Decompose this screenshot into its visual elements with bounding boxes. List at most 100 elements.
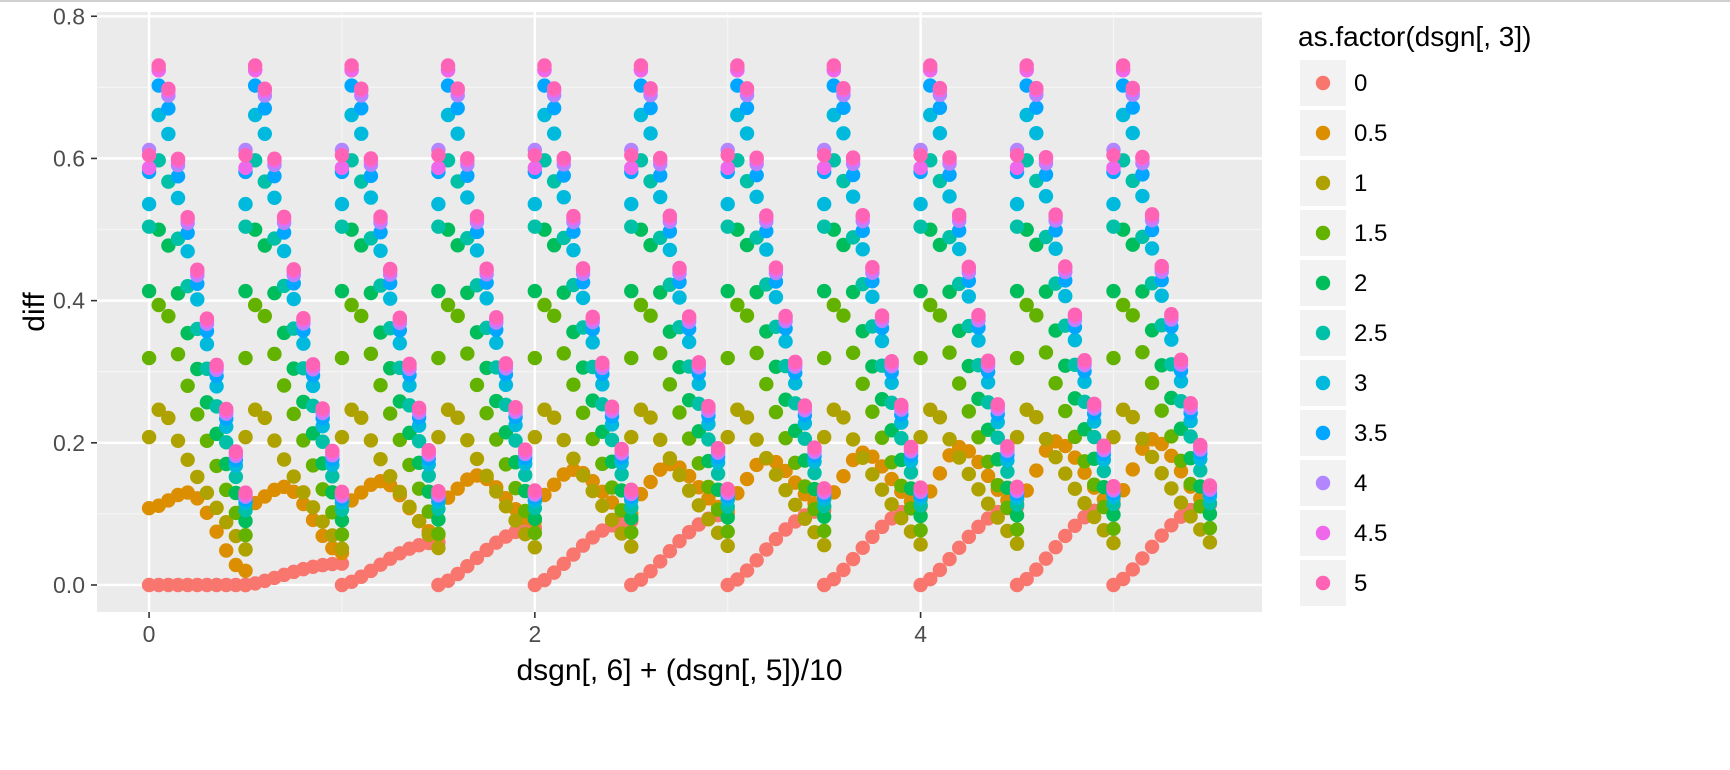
- data-point: [238, 542, 253, 557]
- data-point: [874, 519, 890, 535]
- data-point: [1077, 374, 1092, 389]
- data-point: [1058, 466, 1073, 481]
- data-point: [1202, 520, 1218, 536]
- data-point: [816, 481, 832, 496]
- data-point: [527, 525, 543, 541]
- data-point: [730, 402, 745, 417]
- data-point: [141, 283, 157, 299]
- data-point: [836, 308, 851, 323]
- data-point: [382, 468, 398, 484]
- data-point: [170, 433, 186, 448]
- data-point: [411, 513, 427, 529]
- data-point: [865, 289, 880, 305]
- data-point: [219, 543, 234, 558]
- data-point: [624, 525, 639, 540]
- data-point: [1019, 297, 1034, 313]
- data-point: [720, 219, 735, 234]
- data-point: [633, 402, 649, 417]
- data-point: [421, 442, 436, 458]
- legend: as.factor(dsgn[, 3]) 0 0.5 1 1.5 2 2.5 3 3.5 4 4.…: [1298, 21, 1531, 606]
- data-point: [759, 208, 774, 223]
- data-point: [334, 484, 350, 500]
- data-point: [980, 496, 996, 511]
- data-point: [643, 308, 658, 323]
- data-point: [855, 376, 870, 391]
- data-point: [845, 150, 861, 165]
- data-point: [971, 307, 986, 323]
- data-point: [546, 126, 562, 141]
- data-point: [334, 527, 350, 542]
- data-point: [1144, 375, 1160, 391]
- data-point: [1135, 149, 1150, 165]
- data-point: [1154, 528, 1169, 543]
- data-point: [778, 334, 793, 349]
- data-point: [990, 430, 1005, 445]
- data-point: [980, 375, 996, 390]
- data-points: [141, 58, 1218, 593]
- data-point: [325, 443, 340, 459]
- data-point: [816, 219, 832, 234]
- data-point: [913, 196, 928, 212]
- data-point: [460, 346, 475, 361]
- data-point: [267, 190, 282, 206]
- data-point: [431, 196, 446, 212]
- data-point: [305, 500, 321, 515]
- data-point: [720, 510, 735, 525]
- data-point: [932, 466, 948, 481]
- data-point: [884, 354, 899, 369]
- data-point: [161, 308, 176, 324]
- data-point: [1038, 284, 1054, 299]
- data-point: [816, 523, 832, 539]
- data-point: [267, 151, 282, 166]
- data-point: [624, 219, 639, 234]
- data-point: [739, 126, 755, 141]
- data-point: [749, 150, 764, 165]
- data-point: [334, 148, 350, 163]
- data-point: [739, 563, 755, 578]
- data-point: [286, 469, 301, 484]
- legend-label: 0.5: [1354, 120, 1387, 147]
- data-point: [238, 148, 253, 163]
- data-point: [1173, 352, 1189, 367]
- data-point: [1154, 436, 1169, 452]
- data-point: [759, 376, 774, 392]
- data-point: [942, 551, 957, 567]
- data-point: [1135, 431, 1150, 447]
- data-point: [527, 219, 543, 234]
- data-point: [354, 308, 369, 324]
- data-point: [749, 553, 764, 568]
- data-point: [816, 160, 832, 176]
- data-point: [720, 350, 735, 366]
- data-point: [276, 209, 292, 225]
- data-point: [923, 58, 938, 73]
- data-point: [1048, 376, 1063, 391]
- data-point: [807, 465, 822, 481]
- data-point: [1135, 284, 1150, 299]
- data-point: [238, 219, 253, 234]
- data-point: [479, 406, 494, 421]
- data-point: [874, 333, 890, 349]
- data-point: [1009, 350, 1025, 366]
- data-point: [402, 356, 417, 372]
- data-point: [672, 290, 687, 305]
- data-point: [624, 510, 639, 526]
- data-point: [778, 522, 793, 537]
- data-point: [884, 423, 899, 438]
- plot-panel: [97, 12, 1262, 612]
- data-point: [354, 81, 369, 96]
- data-point: [566, 377, 581, 392]
- data-point: [315, 514, 330, 529]
- data-point: [585, 335, 600, 350]
- data-point: [199, 311, 215, 326]
- data-point: [238, 485, 253, 500]
- data-point: [247, 58, 263, 73]
- data-point: [161, 126, 176, 142]
- data-point: [1077, 465, 1092, 480]
- data-point: [219, 515, 234, 530]
- data-point: [1009, 160, 1025, 176]
- data-point: [1135, 345, 1150, 360]
- data-point: [759, 450, 774, 466]
- data-point: [286, 406, 301, 422]
- data-point: [923, 297, 938, 313]
- data-point: [1077, 353, 1092, 368]
